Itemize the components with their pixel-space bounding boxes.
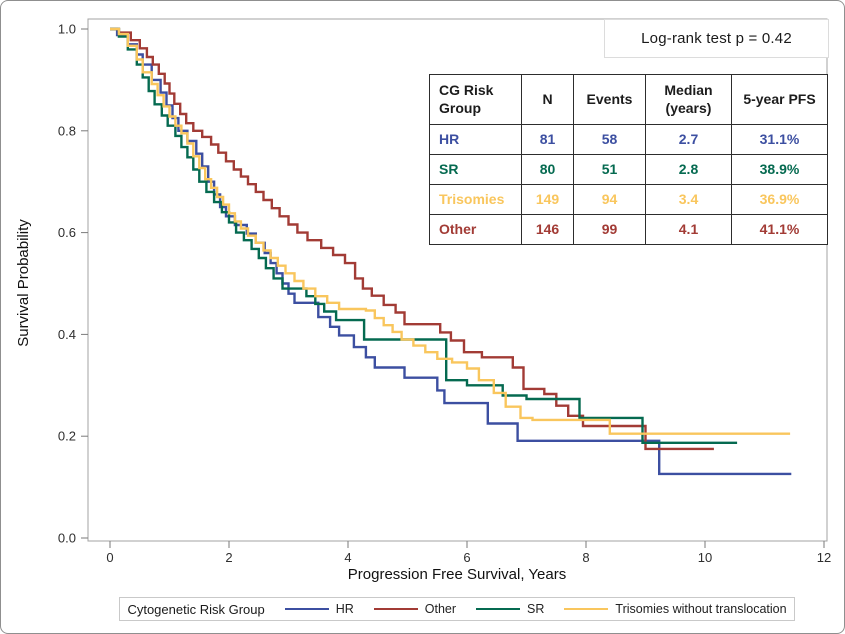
log-rank-annotation: Log-rank test p = 0.42	[604, 19, 829, 58]
table-row: Other 146 99 4.1 41.1%	[429, 214, 828, 245]
table-row: HR 81 58 2.7 31.1%	[429, 124, 828, 155]
x-tick-label: 6	[463, 550, 470, 565]
header-5-year-pfs: 5-year PFS	[731, 74, 828, 125]
x-tick-label: 4	[344, 550, 351, 565]
legend-title: Cytogenetic Risk Group	[127, 601, 265, 617]
header-cg-risk-group: CG Risk Group	[429, 74, 522, 125]
cell-group: Other	[429, 214, 522, 245]
x-tick-label: 12	[817, 550, 831, 565]
table-row: Trisomies 149 94 3.4 36.9%	[429, 184, 828, 215]
x-tick-label: 0	[106, 550, 113, 565]
legend-swatch-trisomies	[564, 607, 609, 611]
y-axis-title: Survival Probability	[15, 219, 32, 347]
cell-n: 146	[521, 214, 574, 245]
y-tick-label: 0.4	[58, 327, 76, 342]
legend-swatch-sr	[476, 607, 521, 611]
survival-curve-sr	[110, 27, 738, 444]
header-median-years: Median (years)	[645, 74, 732, 125]
header-n: N	[521, 74, 574, 125]
survival-curve-trisomies	[110, 27, 791, 435]
y-tick-label: 0.2	[58, 429, 76, 444]
legend-swatch-hr	[284, 607, 329, 611]
cell-n: 80	[521, 154, 574, 185]
cell-median: 2.7	[645, 124, 732, 155]
cell-events: 94	[573, 184, 646, 215]
table-row: SR 80 51 2.8 38.9%	[429, 154, 828, 185]
plot-frame	[87, 18, 828, 542]
y-tick-label: 0.6	[58, 225, 76, 240]
cell-median: 2.8	[645, 154, 732, 185]
x-axis-title: Progression Free Survival, Years	[348, 566, 566, 583]
legend-item-other: Other	[373, 602, 457, 616]
y-tick-label: 1.0	[58, 22, 76, 37]
cell-pfs: 38.9%	[731, 154, 828, 185]
survival-curve-other	[110, 27, 714, 451]
cell-events: 99	[573, 214, 646, 245]
cell-pfs: 36.9%	[731, 184, 828, 215]
header-events: Events	[573, 74, 646, 125]
cell-pfs: 31.1%	[731, 124, 828, 155]
legend-label-hr: HR	[335, 602, 354, 616]
legend-item-hr: HR	[284, 602, 354, 616]
risk-table-header-row: CG Risk Group N Events Median (years) 5-…	[429, 74, 828, 125]
x-tick-label: 2	[225, 550, 232, 565]
y-tick-label: 0.0	[58, 531, 76, 546]
cell-group: HR	[429, 124, 522, 155]
legend-items: HR Other SR Trisomies without translocation	[284, 602, 787, 616]
cell-group: Trisomies	[429, 184, 522, 215]
cell-events: 51	[573, 154, 646, 185]
cell-group: SR	[429, 154, 522, 185]
cell-n: 81	[521, 124, 574, 155]
cell-n: 149	[521, 184, 574, 215]
cell-median: 4.1	[645, 214, 732, 245]
cell-pfs: 41.1%	[731, 214, 828, 245]
legend-label-other: Other	[424, 602, 457, 616]
risk-table-body: HR 81 58 2.7 31.1% SR 80 51 2.8 38.9% Trisomies 149…	[429, 124, 828, 245]
legend-swatch-other	[373, 607, 418, 611]
cell-events: 58	[573, 124, 646, 155]
x-tick-label: 10	[698, 550, 712, 565]
legend-item-sr: SR	[476, 602, 544, 616]
legend-label-sr: SR	[527, 602, 545, 616]
cell-median: 3.4	[645, 184, 732, 215]
legend: Cytogenetic Risk Group HR Other SR Trisomie…	[119, 597, 795, 621]
legend-label-trisomies: Trisomies without translocation	[615, 602, 787, 616]
legend-item-trisomies: Trisomies without translocation	[564, 602, 787, 616]
y-tick-label: 0.8	[58, 123, 76, 138]
x-tick-label: 8	[582, 550, 589, 565]
risk-table: CG Risk Group N Events Median (years) 5-…	[429, 74, 828, 245]
